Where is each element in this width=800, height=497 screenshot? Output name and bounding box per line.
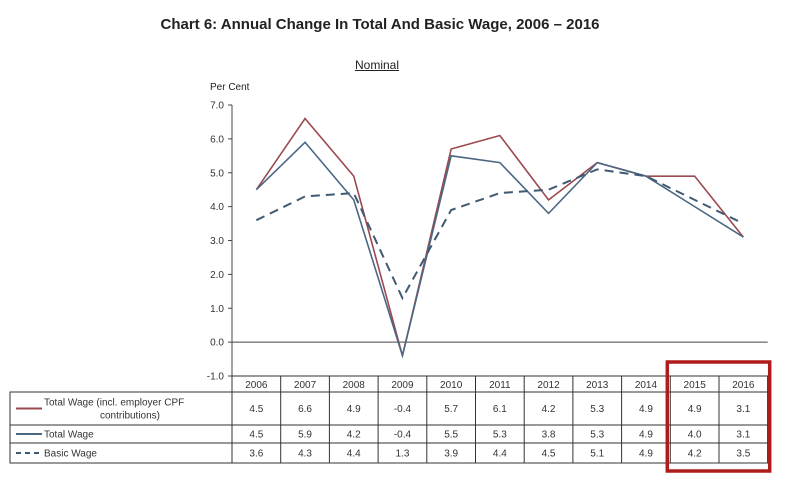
y-tick-label: 2.0: [210, 270, 224, 281]
legend-label: Total Wage: [44, 430, 94, 441]
data-label: 4.5: [249, 430, 263, 441]
y-tick-label: 3.0: [210, 236, 224, 247]
y-axis-label: Per Cent: [210, 82, 250, 93]
data-label: 6.1: [493, 404, 507, 415]
data-label: 5.1: [590, 449, 604, 460]
x-tick-label: 2008: [343, 380, 366, 391]
legend-label: contributions): [100, 411, 160, 422]
data-label: 4.4: [493, 449, 507, 460]
data-label: 5.3: [590, 430, 604, 441]
data-label: -0.4: [394, 404, 412, 415]
data-label: 4.2: [347, 430, 361, 441]
legend-label: Basic Wage: [44, 449, 97, 460]
data-label: 5.3: [590, 404, 604, 415]
data-label: 4.5: [249, 404, 263, 415]
y-tick-label: 4.0: [210, 202, 224, 213]
data-label: 6.6: [298, 404, 312, 415]
data-label: 5.7: [444, 404, 458, 415]
x-tick-label: 2006: [245, 380, 268, 391]
chart-subtitle: Nominal: [355, 58, 400, 72]
y-tick-label: 6.0: [210, 134, 224, 145]
data-label: 1.3: [395, 449, 409, 460]
data-label: 3.8: [542, 430, 556, 441]
data-label: 3.9: [444, 449, 458, 460]
data-label: 4.4: [347, 449, 361, 460]
data-label: 4.2: [542, 404, 556, 415]
x-tick-label: 2015: [684, 380, 707, 391]
data-label: 5.3: [493, 430, 507, 441]
x-tick-label: 2009: [391, 380, 414, 391]
x-tick-label: 2013: [586, 380, 609, 391]
chart-title: Chart 6: Annual Change In Total And Basi…: [160, 16, 600, 33]
x-tick-label: 2014: [635, 380, 658, 391]
data-label: 5.5: [444, 430, 458, 441]
legend-label: Total Wage (incl. employer CPF: [44, 398, 184, 409]
data-label: 4.5: [542, 449, 556, 460]
data-label: 3.6: [249, 449, 263, 460]
data-label: 4.0: [688, 430, 702, 441]
highlight-box: [665, 360, 772, 473]
x-tick-label: 2011: [489, 380, 511, 391]
series-line-1: [255, 141, 744, 359]
y-tick-label: 7.0: [210, 101, 224, 112]
data-label: 4.9: [347, 404, 361, 415]
y-tick-label: 5.0: [210, 168, 224, 179]
data-label: 3.1: [736, 430, 750, 441]
data-label: 4.9: [688, 404, 702, 415]
data-label: 4.9: [639, 404, 653, 415]
series-line-0: [255, 117, 744, 356]
data-label: 4.9: [639, 449, 653, 460]
x-tick-label: 2012: [537, 380, 560, 391]
y-tick-label: 0.0: [210, 338, 224, 349]
data-label: -0.4: [394, 430, 412, 441]
x-tick-label: 2007: [294, 380, 317, 391]
data-label: 4.2: [688, 449, 702, 460]
data-label: 4.3: [298, 449, 312, 460]
series-line-2: [255, 168, 744, 301]
y-tick-label: 1.0: [210, 304, 224, 315]
y-tick-label: -1.0: [207, 372, 225, 383]
x-tick-label: 2016: [732, 380, 755, 391]
x-tick-label: 2010: [440, 380, 463, 391]
data-label: 5.9: [298, 430, 312, 441]
data-label: 3.1: [736, 404, 750, 415]
data-label: 3.5: [736, 449, 750, 460]
data-label: 4.9: [639, 430, 653, 441]
